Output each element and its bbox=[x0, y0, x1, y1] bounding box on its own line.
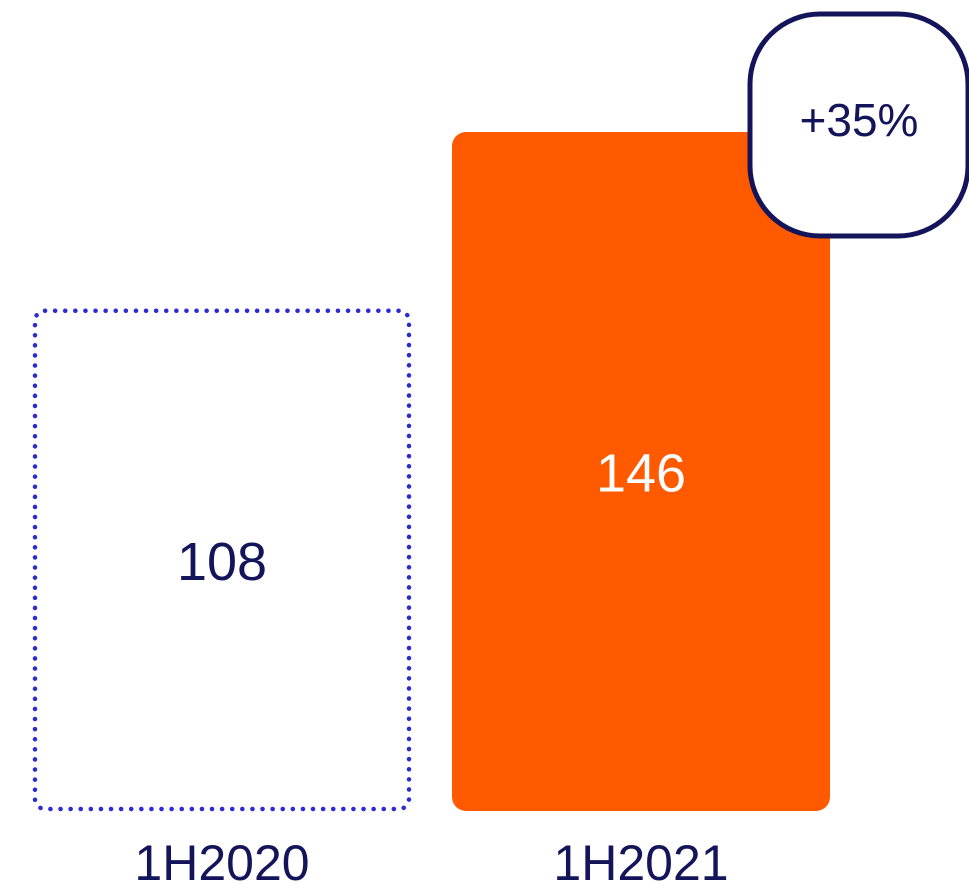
bars-layer bbox=[32, 132, 830, 812]
data-label-1h2021: 146 bbox=[596, 444, 686, 504]
category-label-1h2020: 1H2020 bbox=[134, 835, 309, 890]
change-badge-outline bbox=[747, 11, 969, 239]
change-badge: +35% bbox=[747, 11, 969, 239]
bar-1h2021 bbox=[452, 132, 830, 811]
change-badge-text: +35% bbox=[800, 94, 919, 146]
bar-1h2020 bbox=[32, 308, 412, 812]
data-label-1h2020: 108 bbox=[177, 532, 267, 592]
data-labels-layer: 108 146 bbox=[177, 444, 686, 592]
category-labels-layer: 1H2020 1H2021 bbox=[134, 835, 728, 890]
category-label-1h2021: 1H2021 bbox=[553, 835, 728, 890]
